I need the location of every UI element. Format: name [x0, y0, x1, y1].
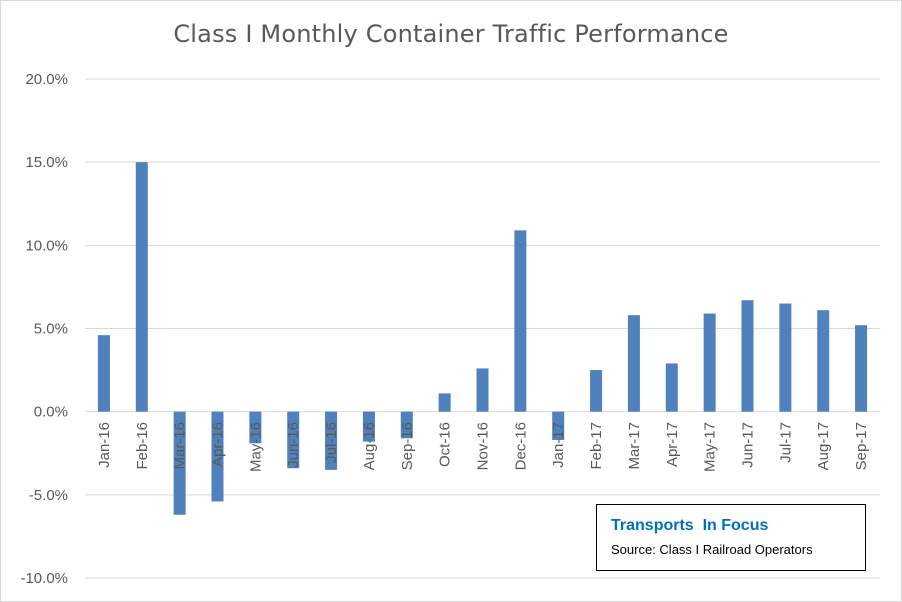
x-tick-label: Dec-16 — [512, 422, 529, 470]
x-tick-label: May-17 — [702, 422, 719, 472]
y-tick-label: -5.0% — [29, 487, 68, 504]
bar — [211, 411, 224, 502]
bar — [476, 368, 489, 412]
bar — [249, 411, 262, 444]
y-tick-label: 15.0% — [25, 154, 68, 171]
y-tick-label: -10.0% — [20, 570, 68, 587]
y-tick-label: 20.0% — [25, 71, 68, 88]
y-tick-label: 10.0% — [25, 237, 68, 254]
y-tick-label: 0.0% — [34, 404, 68, 421]
bar — [173, 411, 186, 515]
x-tick-label: Aug-16 — [361, 422, 378, 470]
bar — [400, 411, 413, 439]
x-tick-label: Mar-17 — [626, 422, 643, 470]
x-tick-label: Jun-16 — [285, 422, 302, 468]
x-tick-label: Nov-16 — [475, 422, 492, 470]
source-label: Source: Class I Railroad Operators — [611, 542, 813, 557]
bar — [287, 411, 300, 469]
x-tick-label: Apr-17 — [664, 422, 681, 467]
x-tick-label: Jul-16 — [323, 422, 340, 463]
bar — [741, 300, 754, 412]
bar — [552, 411, 565, 440]
bar — [135, 162, 148, 412]
bar — [362, 411, 375, 442]
x-tick-label: Jan-17 — [550, 422, 567, 468]
bars — [97, 162, 868, 515]
bar — [703, 313, 716, 412]
bar — [97, 335, 110, 412]
chart-title: Class I Monthly Container Traffic Perfor… — [173, 20, 729, 48]
x-tick-label: May-16 — [247, 422, 264, 472]
bar — [325, 411, 338, 470]
x-tick-label: Feb-16 — [134, 422, 151, 470]
x-tick-label: Jun-17 — [740, 422, 757, 468]
bar — [779, 303, 792, 412]
x-tick-label: Sep-17 — [853, 422, 870, 470]
brand-label: Transports In Focus — [611, 517, 769, 534]
x-tick-label: Oct-16 — [437, 422, 454, 467]
x-axis-labels: Jan-16 Feb-16 Mar-16 Apr-16 May-16 Jun-16 Jul-… — [96, 422, 870, 472]
x-tick-label: Jan-16 — [96, 422, 113, 468]
bar — [590, 370, 603, 412]
bar — [514, 230, 527, 412]
x-tick-label: Jul-17 — [777, 422, 794, 463]
bar — [855, 325, 868, 412]
y-tick-label: 5.0% — [34, 321, 68, 338]
x-tick-label: Apr-16 — [210, 422, 227, 467]
bar — [817, 310, 830, 412]
x-tick-label: Sep-16 — [399, 422, 416, 470]
x-tick-label: Aug-17 — [815, 422, 832, 470]
x-tick-label: Feb-17 — [588, 422, 605, 470]
bar — [438, 393, 451, 412]
bar — [627, 315, 640, 412]
source-annotation-box: Transports In Focus Source: Class I Rail… — [596, 504, 866, 571]
y-axis-labels: -10.0% -5.0% 0.0% 5.0% 10.0% 15.0% 20.0% — [20, 71, 68, 587]
x-tick-label: Mar-16 — [172, 422, 189, 470]
bar — [665, 363, 678, 412]
